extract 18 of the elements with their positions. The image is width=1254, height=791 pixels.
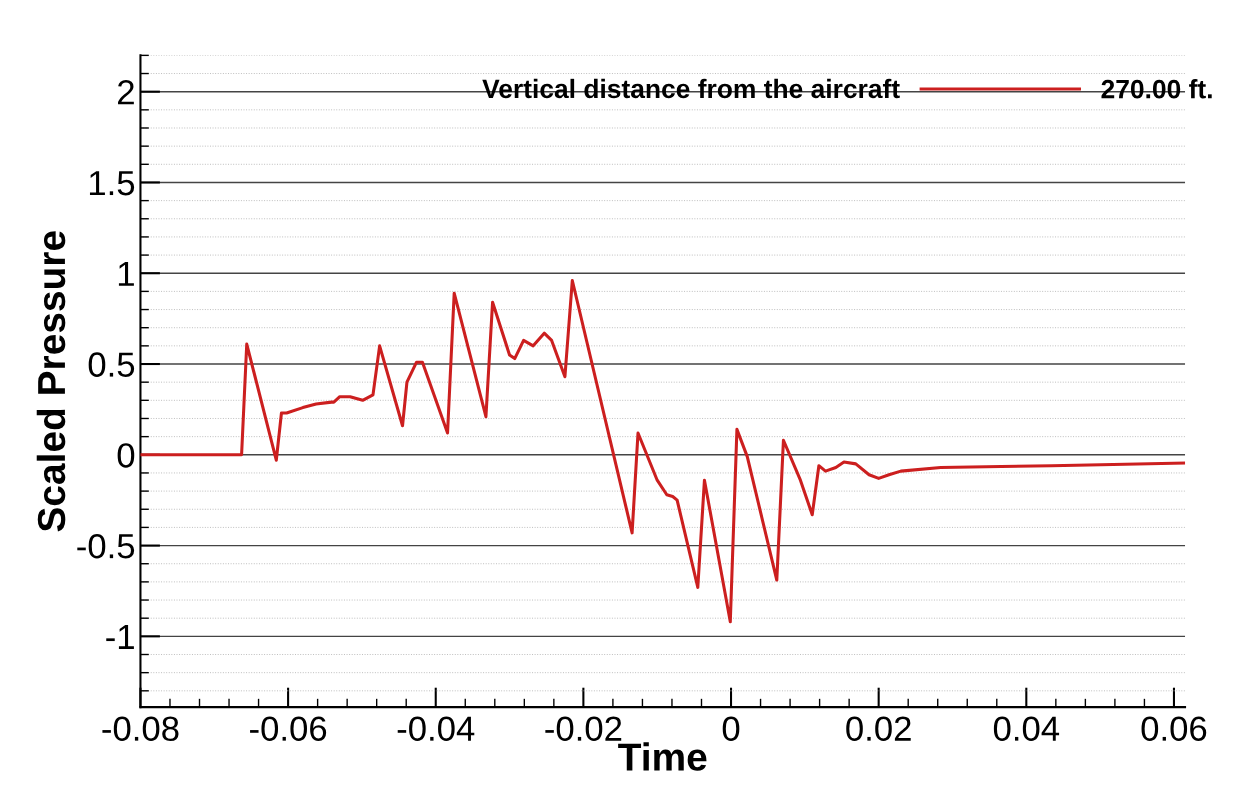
x-axis-title: Time xyxy=(618,742,707,771)
line-series xyxy=(140,278,1186,624)
y-tick-label: -0.5 xyxy=(77,533,135,559)
x-tick-label: 0 xyxy=(722,716,740,741)
y-tick-label: -1 xyxy=(106,625,134,649)
x-tick-label: -0.08 xyxy=(102,716,179,741)
y-tick-label: 0.5 xyxy=(88,352,135,377)
y-axis-title: Scaled Pressure xyxy=(36,231,66,532)
x-tick-label: 0.02 xyxy=(846,716,911,741)
x-tick-label: 0.06 xyxy=(1141,716,1207,741)
x-tick-label: 0.04 xyxy=(993,716,1060,741)
x-tick-label: -0.02 xyxy=(545,716,622,741)
y-tick-label: 0 xyxy=(117,443,135,468)
y-tick-label: 1.5 xyxy=(89,171,135,196)
x-tick-label: -0.06 xyxy=(250,716,327,741)
y-tick-label: 1 xyxy=(118,261,134,286)
y-tick-label: 2 xyxy=(118,80,134,105)
x-tick-label: -0.04 xyxy=(397,716,475,741)
